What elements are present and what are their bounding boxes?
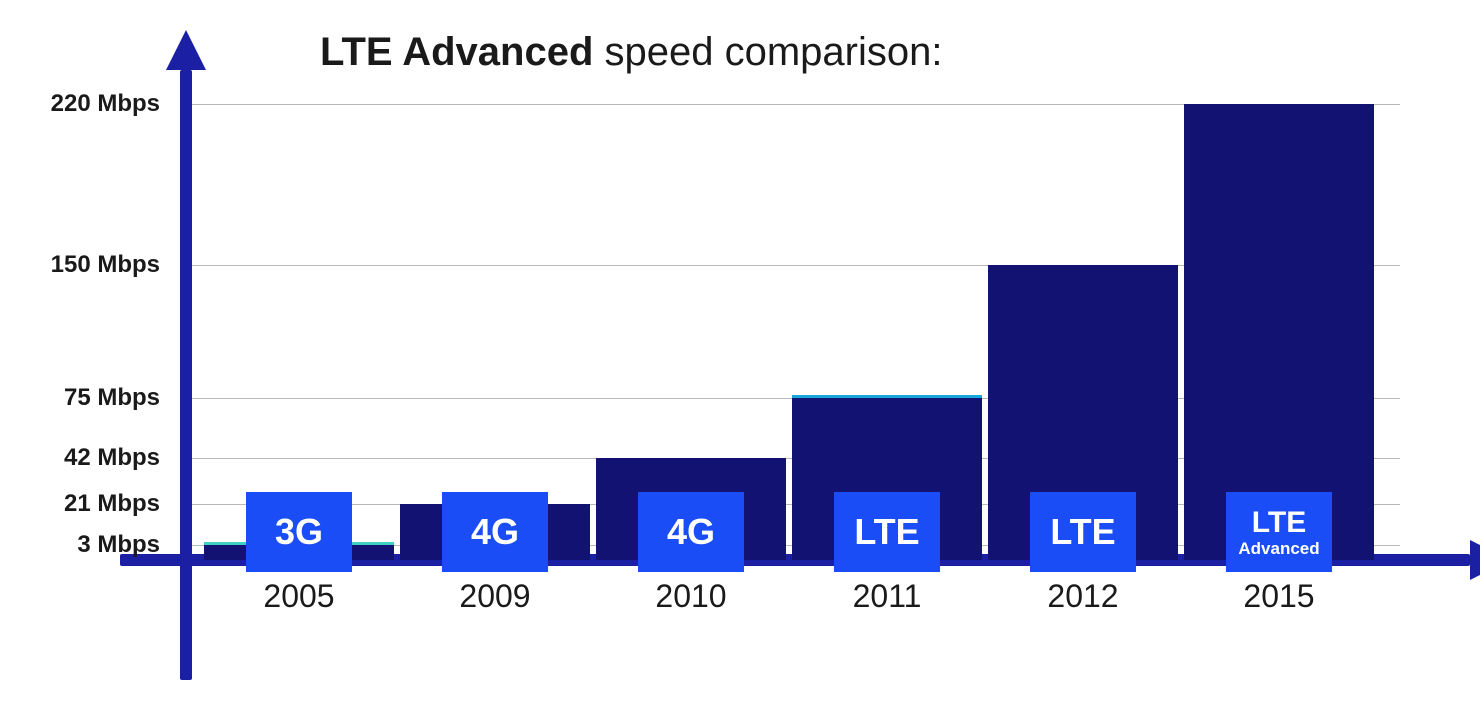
- tech-badge-label: 4G: [471, 514, 519, 550]
- tech-badge: LTE: [834, 492, 940, 572]
- y-tick-label: 3 Mbps: [77, 531, 160, 559]
- x-tick-label: 2015: [1243, 578, 1314, 615]
- bar: 4G: [596, 458, 786, 560]
- chart-title-rest: speed comparison:: [593, 30, 942, 74]
- tech-badge: 3G: [246, 492, 352, 572]
- chart-title-bold: LTE Advanced: [320, 30, 593, 74]
- lte-speed-chart: LTE Advanced speed comparison: 3 Mbps21 …: [0, 0, 1480, 720]
- bar: LTE: [792, 398, 982, 560]
- x-tick-label: 2009: [459, 578, 530, 615]
- y-axis-arrow-icon: [166, 30, 206, 70]
- tech-badge: LTE: [1030, 492, 1136, 572]
- bar: 3G: [204, 545, 394, 560]
- chart-title: LTE Advanced speed comparison:: [320, 30, 942, 75]
- bar: LTE Advanced: [1184, 104, 1374, 560]
- x-tick-label: 2011: [853, 578, 922, 615]
- y-tick-label: 150 Mbps: [51, 251, 160, 279]
- y-axis-wrap: [180, 10, 192, 680]
- bar: LTE: [988, 265, 1178, 560]
- x-axis-arrow-icon: [1470, 540, 1480, 580]
- tech-badge-label: LTE: [854, 514, 919, 550]
- tech-badge: LTE Advanced: [1226, 492, 1332, 572]
- bar: 4G: [400, 504, 590, 560]
- x-tick-label: 2005: [263, 578, 334, 615]
- tech-badge: 4G: [638, 492, 744, 572]
- tech-badge-label: 4G: [667, 514, 715, 550]
- tech-badge: 4G: [442, 492, 548, 572]
- tech-badge-sublabel: Advanced: [1238, 540, 1319, 557]
- tech-badge-label: LTE: [1252, 508, 1306, 538]
- y-tick-label: 220 Mbps: [51, 90, 160, 118]
- x-tick-label: 2010: [655, 578, 726, 615]
- y-tick-label: 75 Mbps: [64, 384, 160, 412]
- y-tick-label: 21 Mbps: [64, 490, 160, 518]
- tech-badge-label: LTE: [1050, 514, 1115, 550]
- tech-badge-label: 3G: [275, 514, 323, 550]
- bar-top-accent: [792, 395, 982, 398]
- x-tick-label: 2012: [1047, 578, 1118, 615]
- y-tick-label: 42 Mbps: [64, 444, 160, 472]
- y-axis: [180, 70, 192, 680]
- plot-area: 3 Mbps21 Mbps42 Mbps75 Mbps150 Mbps220 M…: [180, 90, 1440, 560]
